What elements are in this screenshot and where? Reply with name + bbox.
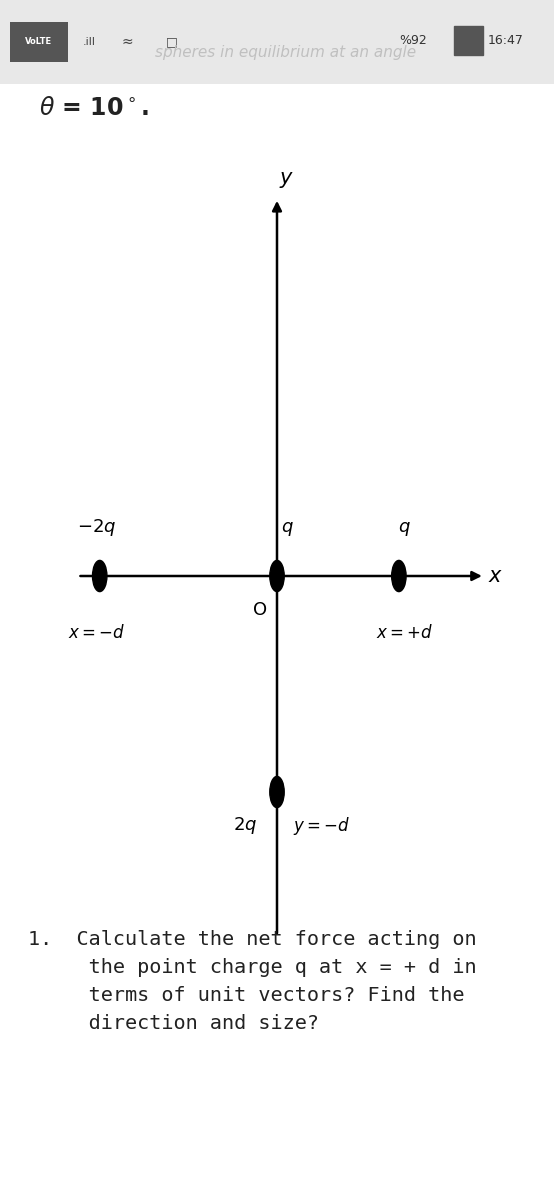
FancyBboxPatch shape (0, 0, 554, 84)
Text: $x{=}{+}d$: $x{=}{+}d$ (376, 624, 433, 642)
Text: $-2q$: $-2q$ (78, 516, 116, 538)
Text: $x{=}{-}d$: $x{=}{-}d$ (68, 624, 126, 642)
Text: $y{=}{-}d$: $y{=}{-}d$ (293, 815, 350, 836)
Text: $q$: $q$ (280, 520, 294, 538)
Text: ≈: ≈ (122, 35, 134, 49)
Text: $q$: $q$ (398, 520, 411, 538)
FancyBboxPatch shape (454, 26, 483, 55)
Text: 16:47: 16:47 (488, 35, 524, 47)
Circle shape (270, 560, 284, 592)
Text: spheres in equilibrium at an angle: spheres in equilibrium at an angle (155, 46, 416, 60)
Text: 1.  Calculate the net force acting on
     the point charge q at x = + d in
    : 1. Calculate the net force acting on the… (28, 930, 476, 1033)
Text: VoLTE: VoLTE (25, 37, 52, 47)
Circle shape (270, 776, 284, 808)
Text: $y$: $y$ (279, 170, 295, 190)
Text: □: □ (166, 36, 178, 48)
Text: $x$: $x$ (488, 566, 504, 586)
FancyBboxPatch shape (10, 22, 68, 62)
Text: $2q$: $2q$ (233, 815, 258, 836)
Text: .ill: .ill (83, 37, 96, 47)
Circle shape (392, 560, 406, 592)
Circle shape (93, 560, 107, 592)
Text: %92: %92 (399, 35, 427, 47)
Text: O: O (253, 600, 268, 619)
Text: $\theta$ = 10$^\circ$.: $\theta$ = 10$^\circ$. (39, 96, 148, 120)
